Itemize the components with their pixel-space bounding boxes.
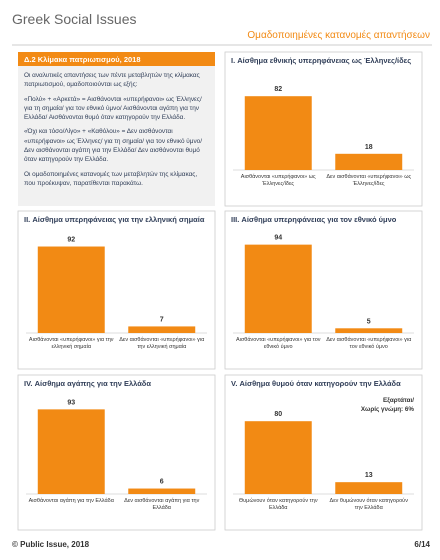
data-label: 18 [365,144,373,151]
x-tick-label: Αισθάνονται αγάπη για την Ελλάδα [28,498,114,504]
chart-title: I. Αίσθημα εθνικής υπερηφάνειας ως Έλλην… [231,56,411,65]
data-label: 92 [67,237,75,244]
footer-left: © Public Issue, 2018 [12,540,90,549]
info-heading-bg [18,52,215,66]
info-text: Οι αναλυτικές απαντήσεις των πέντε μεταβ… [24,71,210,193]
bar [128,488,196,494]
x-tick-label: Δεν αισθάνονται αγάπη για την Ελλάδα [124,498,200,511]
chart-title: V. Αίσθημα θυμού όταν κατηγορούν την Ελλ… [231,379,401,388]
data-label: 5 [367,318,371,325]
chart-panel [224,51,423,207]
footer-right: 6/14 [414,540,430,549]
header-subtitle: Ομαδοποιημένες κατανομές απαντήσεων [247,29,430,41]
bar [335,153,403,170]
info-paragraph: Οι ομαδοποιημένες κατανομές των μεταβλητ… [24,170,198,187]
annotation: Χωρίς γνώμη: 6% [361,406,414,413]
info-paragraph: Οι αναλυτικές απαντήσεις των πέντε μεταβ… [24,72,200,89]
info-heading: Δ.2 Κλίμακα πατριωτισμού, 2018 [24,55,141,64]
chart-title: II. Αίσθημα υπερηφάνειας για την ελληνικ… [24,215,205,224]
info-paragraph: «Όχι και τόσο/Λίγο» + «Καθόλου» = Δεν αι… [24,128,203,164]
x-tick-label: Αισθάνονται «υπερήφανοι» για τον εθνικό … [235,337,321,350]
x-tick-label: Δεν θυμώνουν όταν κατηγορούν την Ελλάδα [329,498,408,511]
data-label: 80 [274,411,282,418]
x-tick-label: Δεν αισθάνονται «υπερήφανοι» για τον εθν… [326,337,412,350]
data-label: 94 [274,235,282,242]
bar [335,328,403,333]
bar [37,246,105,333]
data-label: 6 [160,479,164,486]
data-label: 13 [365,472,373,479]
x-tick-label: Δεν αισθάνονται «υπερήφανοι» για την ελλ… [119,337,205,350]
info-box-bg [18,66,215,206]
bar [244,96,312,170]
header-title: Greek Social Issues [12,11,137,27]
x-tick-label: Δεν αισθάνονται «υπερήφανοι» ως Έλληνες/… [326,174,412,187]
bar [37,409,105,494]
x-tick-label: Θυμώνουν όταν κατηγορούν την Ελλάδα [238,498,318,511]
chart-title: IV. Αίσθημα αγάπης για την Ελλάδα [24,379,151,388]
bar [335,482,403,494]
chart-title: III. Αίσθημα υπερηφάνειας για τον εθνικό… [231,215,397,224]
data-label: 7 [160,316,164,323]
data-label: 82 [274,86,282,93]
data-label: 93 [67,399,75,406]
bar [244,244,312,333]
x-tick-label: Αισθάνονται «υπερήφανοι» ως Έλληνες/ίδες [240,174,316,187]
bar [244,421,312,494]
x-tick-label: Αισθάνονται «υπερήφανοι» για την ελληνικ… [28,337,114,350]
info-paragraph: «Πολύ» + «Αρκετά» = Αισθάνονται «υπερήφα… [24,95,202,122]
bar [128,326,196,333]
annotation: Εξαρτάται/ [383,397,414,404]
